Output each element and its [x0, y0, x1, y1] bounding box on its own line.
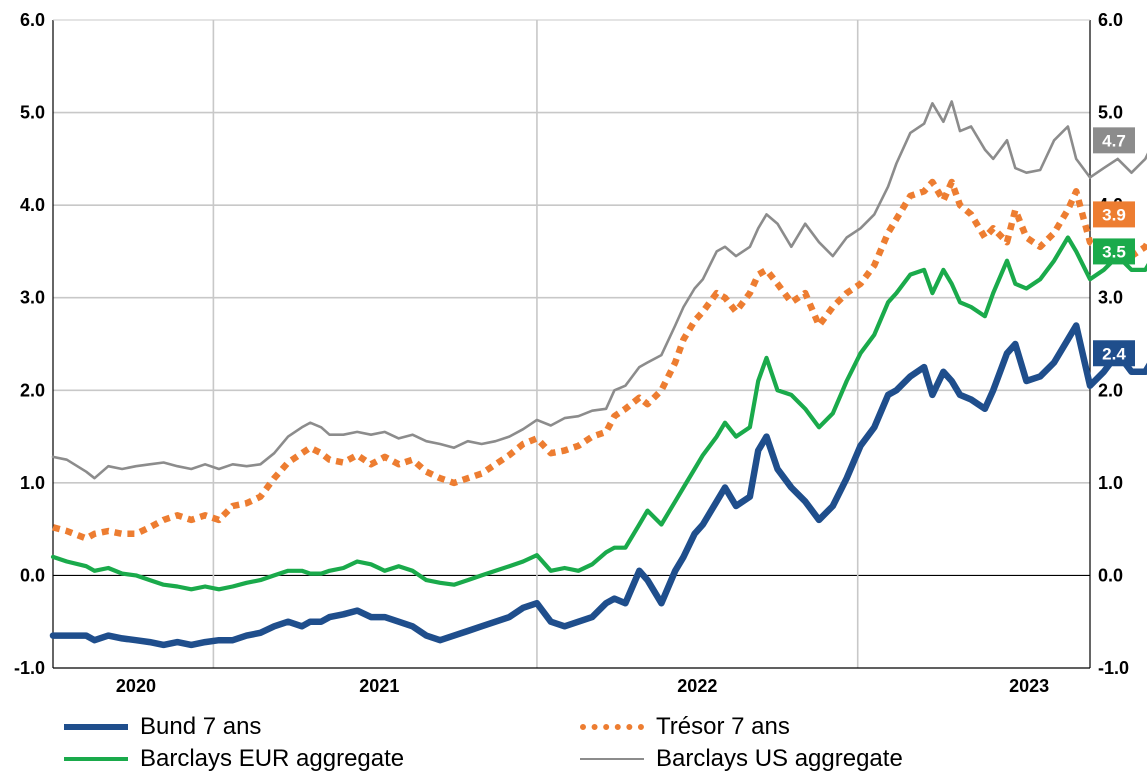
- legend-swatch-tresor: [580, 724, 644, 730]
- y-tick-label-left: 0.0: [20, 565, 45, 585]
- legend-swatch-us-aggregate: [580, 758, 644, 760]
- y-tick-label-left: 3.0: [20, 288, 45, 308]
- x-year-label: 2021: [359, 676, 399, 696]
- end-label-box: [1093, 340, 1135, 367]
- x-year-label: 2023: [1009, 676, 1049, 696]
- legend: Bund 7 ans Trésor 7 ans Barclays EUR agg…: [0, 708, 1147, 783]
- y-tick-label-left: 4.0: [20, 195, 45, 215]
- legend-item-tresor: Trésor 7 ans: [580, 712, 790, 742]
- series-line-2: [50, 235, 1147, 592]
- end-label-value: 4.7: [1102, 131, 1126, 150]
- legend-swatch-bund: [64, 724, 128, 730]
- series-line-0: [51, 100, 1147, 480]
- y-tick-label-right: 1.0: [1098, 473, 1123, 493]
- legend-swatch-eur-aggregate: [64, 757, 128, 761]
- x-year-label: 2022: [677, 676, 717, 696]
- series-line-1: [52, 178, 1147, 542]
- end-label-box: [1093, 201, 1135, 228]
- y-tick-label-right: 0.0: [1098, 565, 1123, 585]
- y-tick-label-left: 5.0: [20, 103, 45, 123]
- end-label-box: [1093, 127, 1135, 154]
- legend-item-us-aggregate: Barclays US aggregate: [580, 744, 903, 774]
- y-tick-label-right: 2.0: [1098, 380, 1123, 400]
- y-tick-label-left: 6.0: [20, 10, 45, 30]
- gridlines: [53, 20, 1090, 668]
- end-label-value: 3.5: [1102, 242, 1126, 261]
- y-tick-label-right: 6.0: [1098, 10, 1123, 30]
- end-label-value: 2.4: [1102, 344, 1126, 363]
- legend-label-bund: Bund 7 ans: [140, 713, 262, 740]
- y-tick-label-left: 2.0: [20, 380, 45, 400]
- series-line-3: [49, 322, 1147, 649]
- line-chart: 6.06.05.05.04.04.03.03.02.02.01.01.00.00…: [14, 10, 1147, 696]
- y-tick-label-left: -1.0: [14, 658, 45, 678]
- legend-label-eur-aggregate: Barclays EUR aggregate: [140, 745, 405, 772]
- end-label-value: 3.9: [1102, 205, 1126, 224]
- y-tick-label-right: 3.0: [1098, 288, 1123, 308]
- legend-item-eur-aggregate: Barclays EUR aggregate: [64, 744, 404, 774]
- y-tick-label-right: -1.0: [1098, 658, 1129, 678]
- y-tick-label-left: 1.0: [20, 473, 45, 493]
- end-label-box: [1093, 238, 1135, 265]
- series-lines: [49, 100, 1147, 649]
- legend-label-tresor: Trésor 7 ans: [656, 713, 790, 740]
- end-value-labels: 4.7 3.9 3.5 2.4: [1093, 127, 1135, 367]
- legend-label-us-aggregate: Barclays US aggregate: [656, 745, 903, 772]
- y-tick-label-right: 5.0: [1098, 103, 1123, 123]
- axes: [52, 19, 1091, 669]
- x-year-label: 2020: [116, 676, 156, 696]
- legend-item-bund: Bund 7 ans: [64, 712, 261, 742]
